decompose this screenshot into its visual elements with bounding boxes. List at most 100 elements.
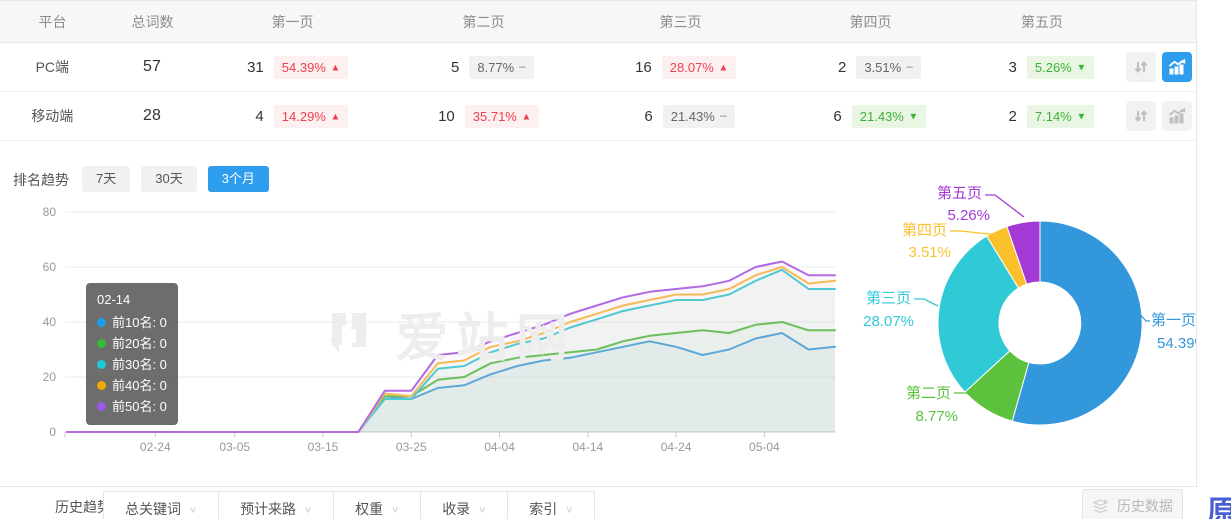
- x-axis-tick-label: 04-24: [661, 440, 692, 454]
- slice-name-label: 第一页: [1151, 311, 1196, 329]
- slice-percent-label: 3.51%: [908, 244, 951, 261]
- y-axis-tick-label: 60: [43, 260, 57, 274]
- percent-value: 21.43%: [670, 108, 715, 124]
- trend-flat-icon: −: [518, 59, 527, 75]
- label-leader-line: [950, 230, 999, 236]
- bottom-tab-label: 预计来路: [240, 501, 297, 517]
- total-words-value: 28: [143, 107, 161, 124]
- tooltip-item: 前40名: 0: [97, 375, 167, 396]
- label-leader-line: [914, 298, 939, 307]
- legend-dot-icon: [97, 402, 106, 411]
- percent-value: 28.07%: [669, 59, 714, 75]
- slice-name-label: 第四页: [902, 221, 947, 239]
- keyword-count: 6: [833, 107, 842, 125]
- platform-label: 移动端: [31, 108, 74, 124]
- col-header-page-1: 第一页: [271, 13, 314, 30]
- tooltip-item-text: 前30名: 0: [112, 357, 167, 372]
- sort-arrows-icon: [1134, 60, 1147, 74]
- line-series-前50名: [66, 260, 836, 433]
- bottom-tab-1[interactable]: 预计来路 ∨: [218, 492, 333, 519]
- label-leader-line: [985, 194, 1025, 218]
- corner-logo-glyph: 原: [1207, 496, 1231, 519]
- x-axis-tick-label: 02-24: [140, 440, 171, 454]
- history-data-button[interactable]: 历史数据: [1082, 489, 1183, 519]
- x-axis-tick-label: 03-25: [396, 440, 427, 454]
- percent-trend-badge: 28.07% ▲: [661, 55, 736, 79]
- donut-slice-第五页[interactable]: [1006, 220, 1041, 285]
- tooltip-item: 前10名: 0: [97, 312, 167, 333]
- page-rank-cell: 4 14.29% ▲: [199, 104, 384, 128]
- sort-arrows-button[interactable]: [1125, 52, 1156, 82]
- bottom-tab-label: 收录: [442, 501, 471, 517]
- percent-trend-badge: 5.26% ▼: [1026, 55, 1094, 79]
- page-rank-cell: 6 21.43% −: [581, 104, 778, 128]
- donut-slice-第三页[interactable]: [937, 235, 1020, 393]
- trend-down-icon: ▼: [1076, 61, 1087, 73]
- tab-3m[interactable]: 3个月: [207, 166, 269, 192]
- bottom-tab-4[interactable]: 索引 ∨: [507, 492, 594, 519]
- bottom-tab-3[interactable]: 收录 ∨: [420, 492, 507, 519]
- x-axis-tick-label: 03-15: [308, 440, 339, 454]
- history-data-label: 历史数据: [1117, 498, 1173, 514]
- trend-down-icon: ▼: [908, 110, 919, 122]
- platform-label: PC端: [35, 59, 70, 75]
- tooltip-item: 前50名: 0: [97, 396, 167, 417]
- ranking-table: 平台 总词数 第一页 第二页 第三页 第四页 第五页 PC端 57 31 54.3…: [0, 0, 1197, 141]
- bottom-tab-0[interactable]: 总关键词 ∨: [104, 492, 218, 519]
- bar-chart-trend-icon: [1168, 59, 1186, 75]
- y-axis-tick-label: 40: [43, 315, 57, 329]
- panel-right-border: [1196, 8, 1197, 486]
- page-rank-cell: 6 21.43% ▼: [778, 104, 961, 128]
- slice-percent-label: 28.07%: [863, 313, 914, 330]
- label-leader-line: [1136, 310, 1150, 322]
- percent-trend-badge: 3.51% −: [856, 55, 922, 79]
- col-header-page-4: 第四页: [849, 13, 892, 30]
- keyword-count: 2: [837, 58, 847, 76]
- y-axis-tick-label: 20: [43, 370, 57, 384]
- bottom-tab-label: 总关键词: [125, 501, 181, 517]
- page-rank-cell: 10 35.71% ▲: [384, 104, 581, 128]
- page-distribution-donut-chart[interactable]: 第一页 54.39% 第二页 8.77% 第三页 28.07% 第四页 3.51% 第五页 5.2…: [845, 175, 1197, 487]
- percent-trend-badge: 21.43% ▼: [851, 104, 926, 128]
- trend-chart-button[interactable]: [1161, 101, 1192, 131]
- trend-up-icon: ▲: [330, 110, 341, 122]
- trend-up-icon: ▲: [718, 61, 729, 73]
- donut-slice-第一页[interactable]: [1011, 220, 1143, 426]
- keyword-count: 16: [635, 58, 652, 76]
- percent-value: 35.71%: [472, 108, 517, 124]
- total-words-value: 57: [143, 58, 161, 75]
- percent-value: 3.51%: [864, 59, 902, 75]
- keyword-count: 4: [255, 107, 264, 125]
- tooltip-item-text: 前50名: 0: [112, 399, 167, 414]
- table-row-pc: PC端 57 31 54.39% ▲ 5 8.77% −16 28.07% ▲ 2 3.51% −3…: [0, 43, 1196, 92]
- bottom-tab-label: 权重: [355, 501, 384, 517]
- y-axis-tick-label: 80: [43, 205, 57, 219]
- trend-up-icon: ▲: [521, 110, 532, 122]
- percent-value: 54.39%: [281, 59, 326, 75]
- percent-trend-badge: 21.43% −: [662, 104, 735, 128]
- keyword-count: 6: [644, 107, 653, 125]
- percent-value: 5.26%: [1034, 59, 1072, 75]
- x-axis-tick-label: 03-05: [219, 440, 250, 454]
- keyword-count: 2: [1008, 107, 1017, 125]
- percent-value: 14.29%: [281, 108, 326, 124]
- tab-30d[interactable]: 30天: [141, 166, 197, 192]
- bar-chart-trend-icon: [1168, 108, 1186, 124]
- slice-name-label: 第五页: [937, 184, 982, 202]
- bottom-tab-label: 索引: [529, 501, 558, 517]
- page-rank-cell: 16 28.07% ▲: [581, 55, 778, 79]
- bottom-tab-2[interactable]: 权重 ∨: [333, 492, 420, 519]
- rank-trend-line-chart[interactable]: 0 20 40 60 80 02-24 03-05 03-15 03-25 04-04 04-14 0…: [0, 200, 845, 458]
- page-rank-cell: 3 5.26% ▼: [961, 55, 1121, 79]
- slice-percent-label: 54.39%: [1157, 335, 1197, 352]
- sort-arrows-button[interactable]: [1125, 101, 1156, 131]
- percent-trend-badge: 7.14% ▼: [1026, 104, 1094, 128]
- tooltip-item-text: 前40名: 0: [112, 378, 167, 393]
- trend-chart-button[interactable]: [1161, 52, 1192, 82]
- page-rank-cell: 2 3.51% −: [778, 55, 961, 79]
- keyword-count: 10: [438, 107, 455, 125]
- percent-trend-badge: 35.71% ▲: [464, 104, 539, 128]
- tab-7d[interactable]: 7天: [82, 166, 131, 192]
- layers-icon: [1092, 498, 1109, 513]
- trend-flat-icon: −: [905, 59, 914, 75]
